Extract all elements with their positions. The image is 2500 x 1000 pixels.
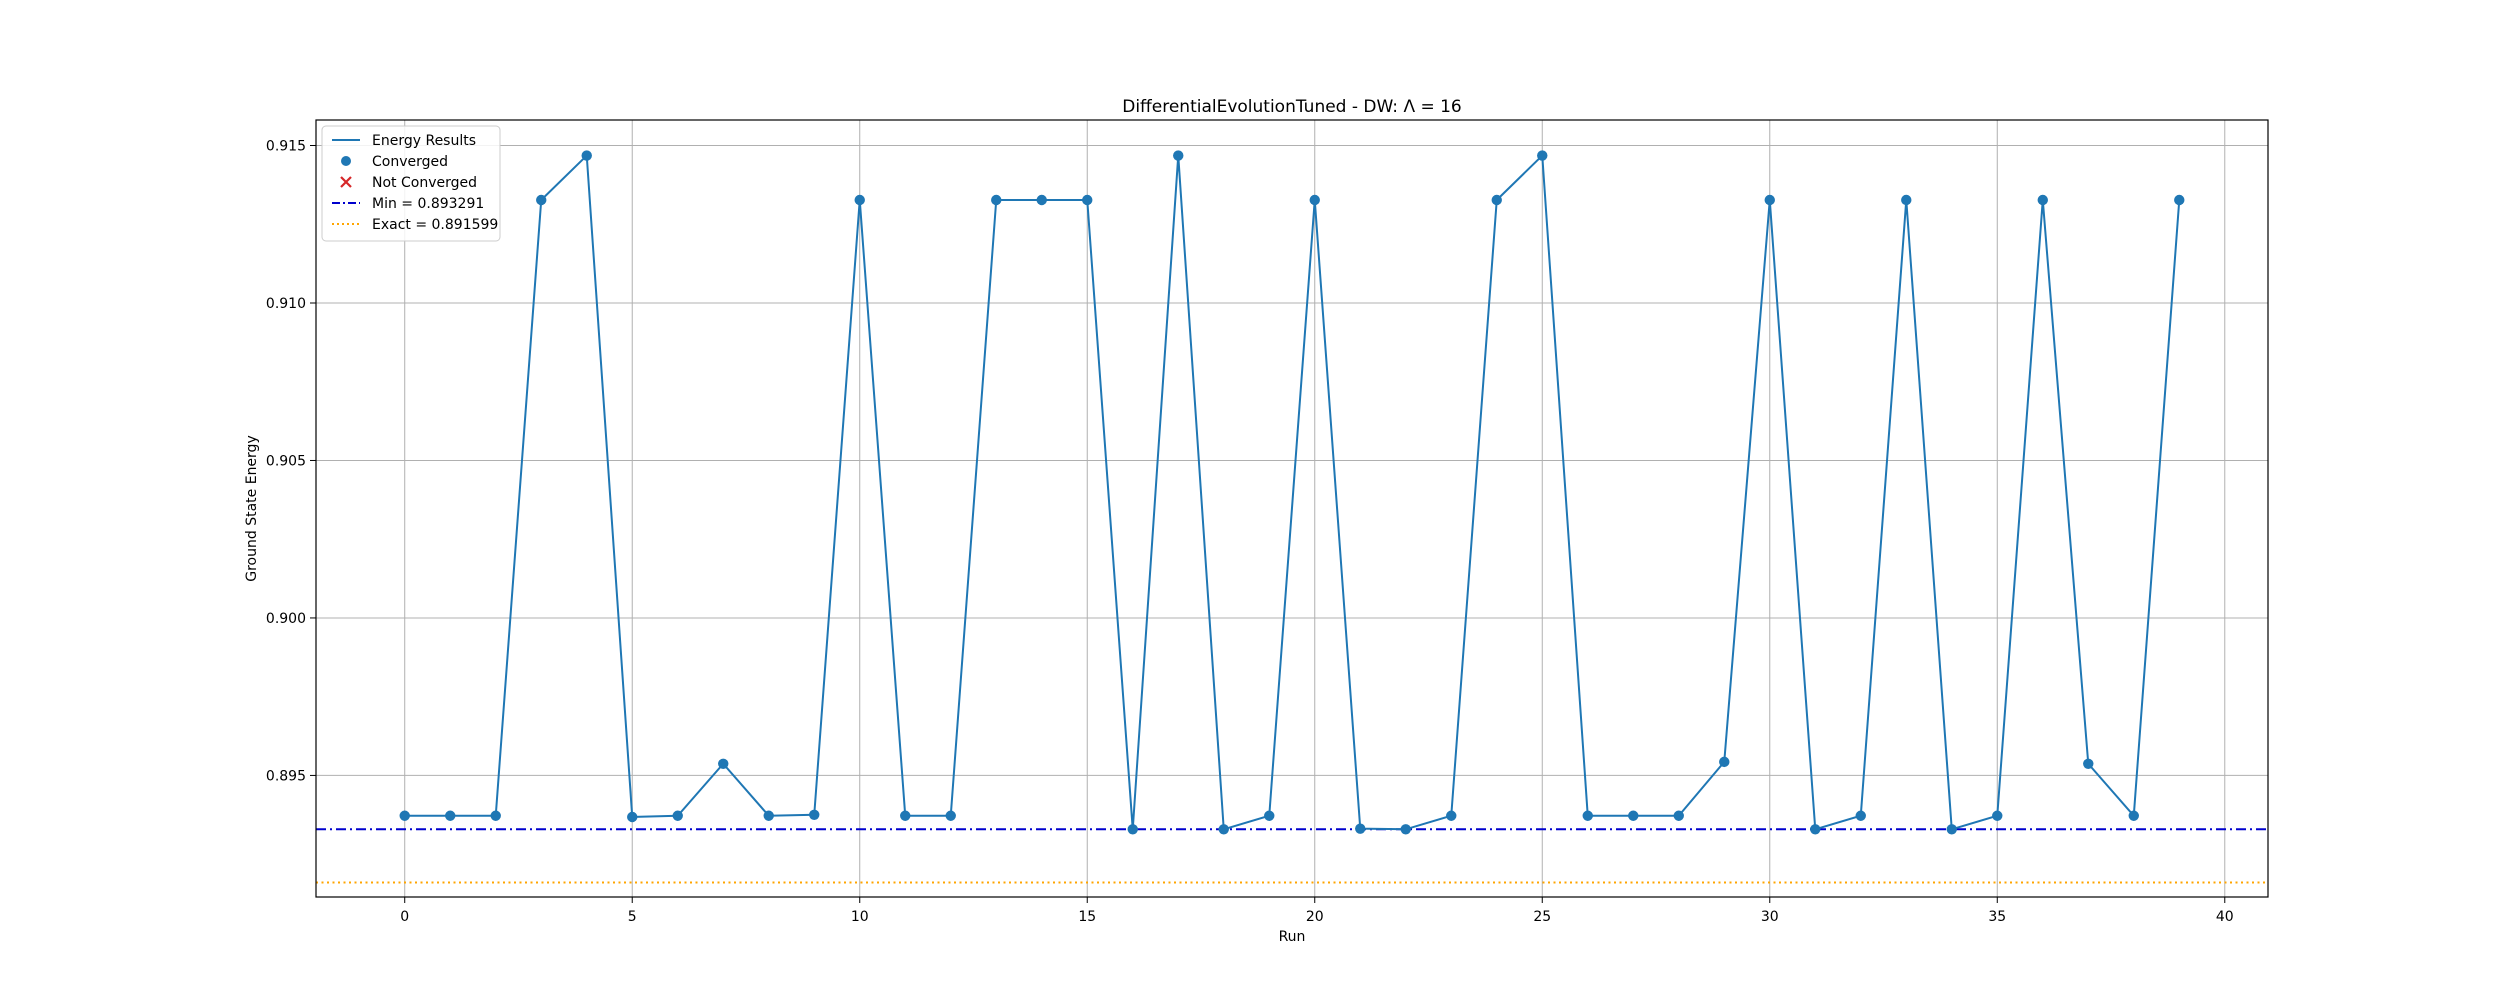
- y-tick-label: 0.915: [266, 139, 306, 155]
- converged-point: [1491, 194, 1502, 206]
- converged-point: [1218, 824, 1229, 835]
- legend-box: [321, 125, 501, 242]
- converged-point: [490, 810, 501, 821]
- converged-point: [536, 194, 547, 206]
- converged-point: [1400, 824, 1411, 835]
- converged-point: [1992, 810, 2003, 821]
- reference-lines: [316, 828, 2268, 884]
- converged-point: [854, 194, 865, 206]
- grid-lines: [316, 120, 2268, 897]
- x-tick-label: 35: [1988, 909, 2006, 925]
- legend-label: Exact = 0.891599: [372, 217, 498, 233]
- converged-point: [1855, 810, 1866, 821]
- x-tick-label: 30: [1761, 909, 1779, 925]
- legend-dot-icon: [341, 156, 351, 166]
- converged-point: [900, 810, 911, 821]
- y-axis-ticks: 0.895 0.900 0.905 0.910 0.915: [266, 139, 316, 784]
- y-tick-label: 0.905: [266, 453, 306, 469]
- x-tick-label: 15: [1078, 909, 1096, 925]
- converged-point: [445, 810, 456, 821]
- converged-point: [1582, 810, 1593, 821]
- x-tick-label: 5: [628, 909, 637, 925]
- converged-point: [399, 810, 410, 821]
- converged-point: [718, 758, 729, 769]
- x-axis-ticks: 0 5 10 15 20 25 30 35 40: [400, 897, 2234, 925]
- legend-cross-icon: [340, 176, 352, 188]
- converged-point: [763, 810, 774, 821]
- plot-frame: [315, 119, 2269, 898]
- y-tick-label: 0.895: [266, 768, 306, 784]
- converged-point: [2037, 194, 2048, 206]
- converged-point: [1810, 824, 1821, 835]
- converged-point: [2083, 758, 2094, 769]
- converged-point: [1127, 824, 1138, 835]
- converged-point: [1764, 194, 1775, 206]
- converged-point: [1719, 756, 1730, 768]
- converged-point: [1537, 150, 1548, 161]
- converged-point: [1082, 194, 1093, 206]
- converged-point: [809, 809, 820, 820]
- y-axis-label: Ground State Energy: [244, 435, 260, 581]
- x-tick-label: 0: [400, 909, 409, 925]
- converged-point: [1446, 810, 1457, 821]
- legend-label: Converged: [372, 154, 448, 170]
- converged-point: [1901, 194, 1912, 206]
- x-tick-label: 20: [1306, 909, 1324, 925]
- energy-results-line: [404, 153, 2181, 831]
- converged-point: [945, 810, 956, 821]
- converged-point: [1673, 810, 1684, 821]
- x-axis-label: Run: [1279, 929, 1306, 945]
- legend-label: Not Converged: [372, 175, 477, 191]
- converged-point: [2128, 810, 2139, 821]
- x-tick-label: 10: [851, 909, 869, 925]
- converged-point: [1036, 194, 1047, 206]
- y-tick-label: 0.900: [266, 611, 306, 627]
- converged-point: [627, 811, 638, 823]
- legend-label: Min = 0.893291: [372, 196, 484, 212]
- converged-point: [581, 150, 592, 161]
- legend: Energy Results Converged Not Converged Min …: [321, 125, 501, 242]
- chart-title: DifferentialEvolutionTuned - DW: Λ = 16: [1122, 97, 1462, 117]
- converged-point: [991, 194, 1002, 206]
- data-series: [399, 150, 2185, 835]
- converged-point: [1946, 824, 1957, 835]
- converged-point: [1173, 150, 1184, 161]
- converged-point: [1355, 823, 1366, 834]
- converged-point: [1264, 810, 1275, 821]
- y-tick-label: 0.910: [266, 296, 306, 312]
- converged-point: [1309, 194, 1320, 206]
- converged-point: [2174, 194, 2185, 206]
- legend-label: Energy Results: [372, 133, 476, 149]
- converged-point: [1628, 810, 1639, 821]
- converged-point: [672, 810, 683, 821]
- x-tick-label: 40: [2216, 909, 2234, 925]
- x-tick-label: 25: [1533, 909, 1551, 925]
